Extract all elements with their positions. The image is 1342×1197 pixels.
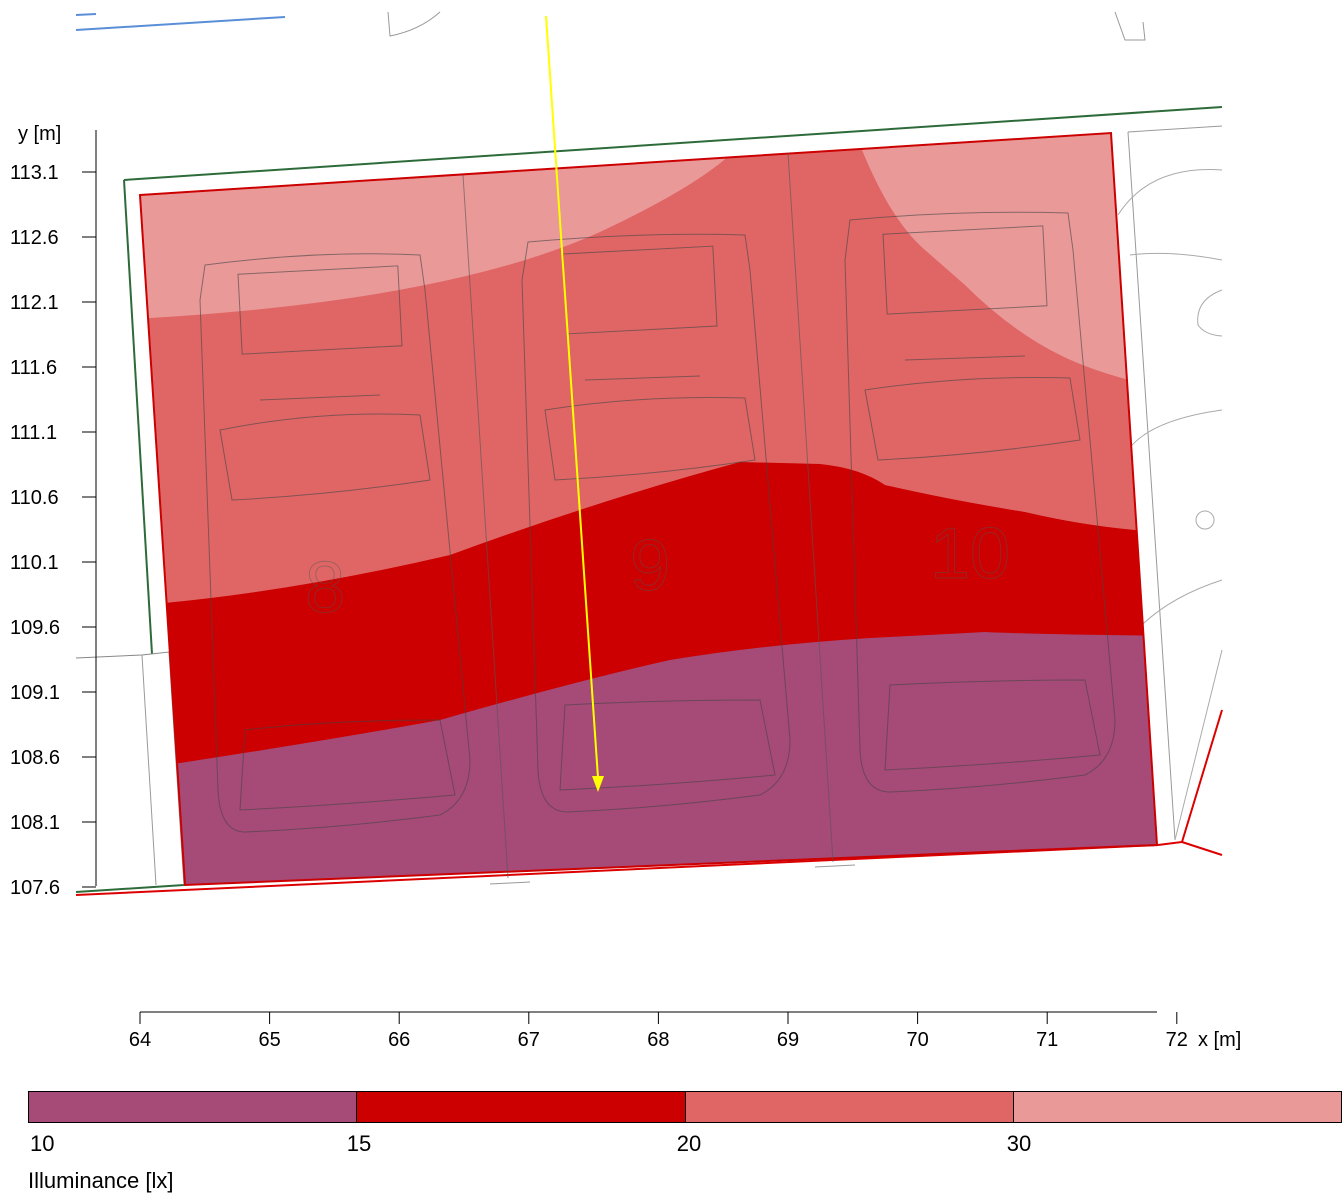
illuminance-legend-bar [28,1091,1342,1123]
legend-swatch-10-15 [29,1092,358,1122]
spot-label-8: 8 [305,548,345,628]
cars [199,211,1116,833]
y-tick-label: 112.6 [10,227,59,249]
x-tick-label: 64 [129,1029,151,1051]
parking-bay-dividers [462,152,856,885]
y-tick-label: 109.1 [10,682,60,704]
light-direction-arrow [545,15,604,792]
x-axis: x [m] 64 65 66 67 68 69 70 71 72 [129,1011,1241,1051]
y-tick-label: 110.1 [10,552,59,574]
legend-threshold-30: 30 [1006,1131,1032,1156]
x-tick-label: 68 [647,1029,669,1051]
legend-swatch-20-30 [685,1092,1014,1122]
y-tick-label: 111.1 [10,422,57,444]
y-tick-label: 112.1 [10,292,59,314]
y-tick-label: 111.6 [10,357,57,379]
legend-threshold-20: 20 [676,1131,702,1156]
legend-swatch-over-30 [1013,1092,1341,1122]
iso-bands [140,133,1157,885]
x-tick-label: 67 [518,1029,540,1051]
legend-threshold-15: 15 [346,1131,372,1156]
y-axis-title: y [m] [18,123,61,145]
y-tick-label: 109.6 [10,617,60,639]
x-tick-label: 66 [388,1029,410,1051]
x-tick-label: 65 [258,1029,280,1051]
y-tick-label: 110.6 [10,487,59,509]
calculation-area-outline [138,131,1159,887]
x-tick-label: 69 [777,1029,799,1051]
x-tick-label: 71 [1036,1029,1058,1051]
legend-threshold-10: 10 [30,1131,55,1156]
car-spot-8 [199,253,471,833]
y-axis: y [m] 113.1 112.6 112.1 111.6 111.1 110.6 110.… [10,123,97,899]
y-tick-label: 108.6 [10,747,60,769]
y-tick-label: 108.1 [10,812,60,834]
x-tick-label: 72 [1166,1029,1188,1051]
legend-swatch-15-20 [357,1092,686,1122]
x-axis-title: x [m] [1198,1029,1241,1051]
illuminance-plan-plot: 8 9 10 y [m] 113.1 112.6 112.1 111.6 111.1 11… [10,11,1241,1051]
legend-title: Illuminance [lx] [28,1168,174,1193]
x-tick-label: 70 [906,1029,928,1051]
y-tick-label: 107.6 [10,877,60,899]
y-tick-label: 113.1 [10,162,59,184]
car-spot-10 [844,211,1116,793]
spot-label-10: 10 [930,514,1010,594]
spot-label-9: 9 [630,526,670,606]
